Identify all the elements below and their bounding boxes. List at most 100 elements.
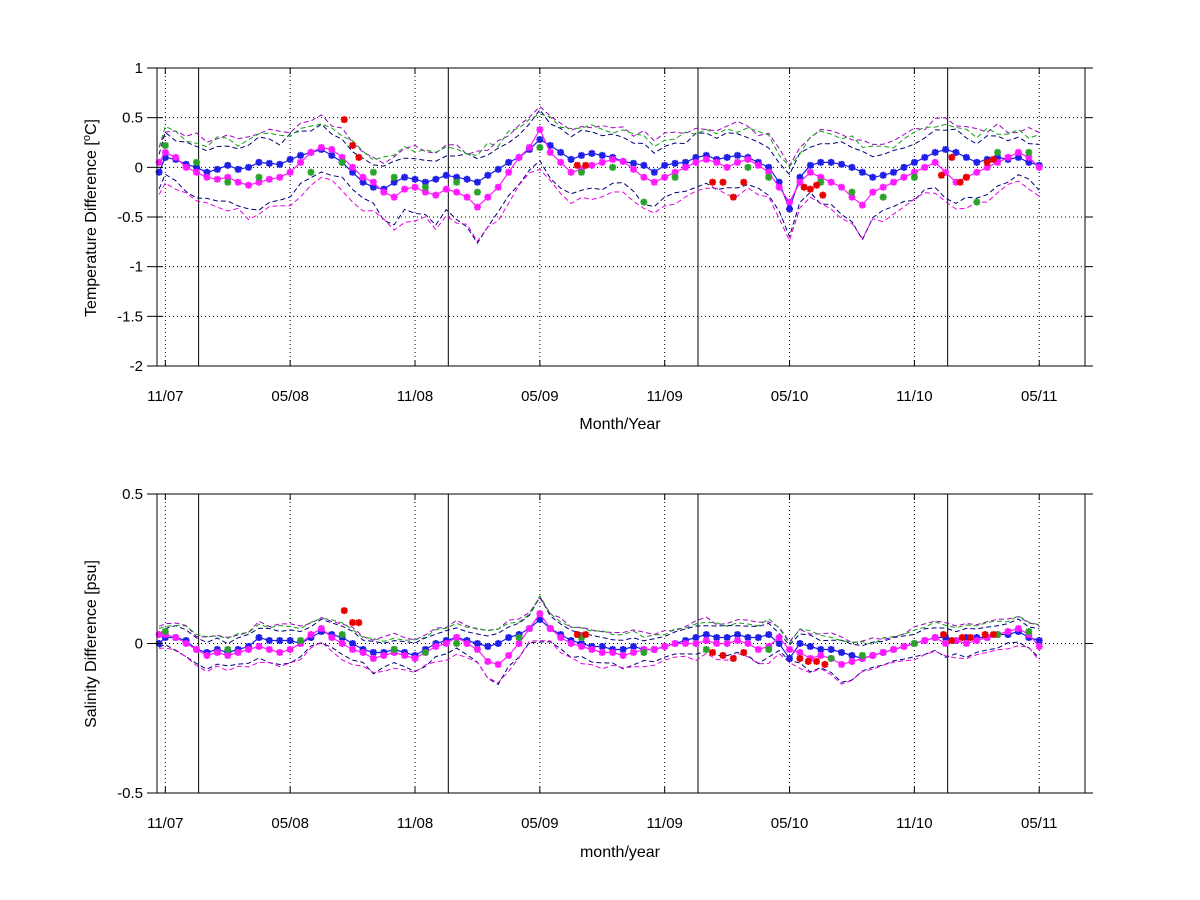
temperature-magenta-point [806,168,814,176]
salinity-green-point [765,645,773,653]
salinity-red-point [729,654,737,662]
temperature-magenta-point [255,178,263,186]
salinity-x-tick-label: 05/11 [1021,815,1057,832]
salinity-x-axis-title: month/year [580,844,661,861]
salinity-magenta-point [317,625,325,633]
salinity-magenta-point [838,660,846,668]
temperature-blue-point [328,151,336,159]
temperature-green-point [640,198,648,206]
temperature-magenta-point [734,158,742,166]
temperature-magenta-point [317,143,325,151]
salinity-red-point [709,648,717,656]
temperature-magenta-point [401,185,409,193]
temperature-magenta-point [692,158,700,166]
temperature-red-point [349,141,357,149]
temperature-magenta-point [838,183,846,191]
temperature-blue-point [297,151,305,159]
temperature-magenta-point [546,148,554,156]
temperature-red-point [729,193,737,201]
temperature-magenta-point [245,181,253,189]
temperature-magenta-point [276,173,284,181]
temperature-magenta-point [307,148,315,156]
temperature-blue-point [921,153,929,161]
temperature-magenta-point [224,173,232,181]
temperature-magenta-point [609,155,617,163]
salinity-blue-point [817,645,825,653]
temperature-magenta-point [921,163,929,171]
temperature-blue-point [910,158,918,166]
temperature-magenta-point [421,188,429,196]
salinity-magenta-point [349,645,357,653]
temperature-blue-point [952,148,960,156]
salinity-x-tick-label: 11/07 [147,815,183,832]
salinity-green-point [297,637,305,645]
salinity-red-point [821,660,829,668]
temperature-green-point [973,198,981,206]
temperature-blue-point [505,158,513,166]
salinity-x-tick-label: 05/09 [521,815,559,832]
temperature-magenta-point [702,155,710,163]
salinity-magenta-point [723,640,731,647]
temperature-magenta-point [910,168,918,176]
salinity-magenta-point [848,657,856,665]
temperature-green-point [609,163,617,171]
salinity-magenta-point [869,651,877,659]
temperature-green-point [536,143,544,151]
salinity-magenta-point [671,640,679,647]
temperature-magenta-point [182,163,190,171]
temperature-red-point [709,178,717,186]
salinity-magenta-point [619,651,627,659]
salinity-blue-point [806,642,814,650]
salinity-green-point [390,645,398,653]
salinity-green-point [421,648,429,656]
salinity-green-point [858,651,866,659]
salinity-magenta-point [650,645,658,653]
salinity-red-point [355,619,363,627]
salinity-magenta-point [952,637,960,645]
temperature-green-point [744,163,752,171]
salinity-magenta-point [734,637,742,645]
salinity-blue-point [848,651,856,659]
temperature-blue-point [536,136,544,144]
salinity-magenta-point [505,651,513,659]
temperature-red-point [983,158,991,166]
temperature-magenta-point [463,193,471,201]
salinity-magenta-point [598,648,606,656]
salinity-blue-point [629,642,637,650]
salinity-green-point [994,631,1002,639]
temperature-magenta-point [1004,153,1012,161]
temperature-ticks: 1 0.5 0 -0.5 -1 -1.5 -211/07 05/08 11/08 05/09 11/… [117,60,1093,405]
temperature-blue-point [494,165,502,173]
salinity-magenta-point [796,648,804,656]
temperature-green-point [1025,148,1033,156]
salinity-magenta-point [172,634,180,642]
temperature-blue-point [994,153,1002,161]
temperature-magenta-point [567,168,575,176]
salinity-magenta-point [546,625,554,633]
temperature-green-point [338,158,346,166]
salinity-magenta-point [879,648,887,656]
temperature-blue-point [650,168,658,176]
salinity-red-point [948,637,956,645]
salinity-blue-point [276,637,284,645]
temperature-magenta-point [650,178,658,186]
temperature-envelope-line [158,105,1040,167]
temperature-magenta-point [155,158,163,166]
salinity-red-point [940,631,948,639]
temperature-green-point [369,168,377,176]
temperature-blue-point [796,173,804,181]
temperature-blue-point [193,163,201,171]
temperature-blue-point [203,168,211,176]
temperature-magenta-point [973,168,981,176]
temperature-green-point [577,168,585,176]
salinity-magenta-point [380,651,388,659]
temperature-blue-point [453,173,461,181]
temperature-magenta-point [213,175,221,183]
temperature-x-axis-title: Month/Year [579,416,661,433]
salinity-magenta-point [609,648,617,656]
temperature-red-point [582,161,590,169]
temperature-x-tick-label: 11/10 [896,388,932,405]
temperature-blue-point [359,178,367,186]
temperature-y-tick-label: 0.5 [122,110,143,127]
temperature-blue-point [567,155,575,163]
